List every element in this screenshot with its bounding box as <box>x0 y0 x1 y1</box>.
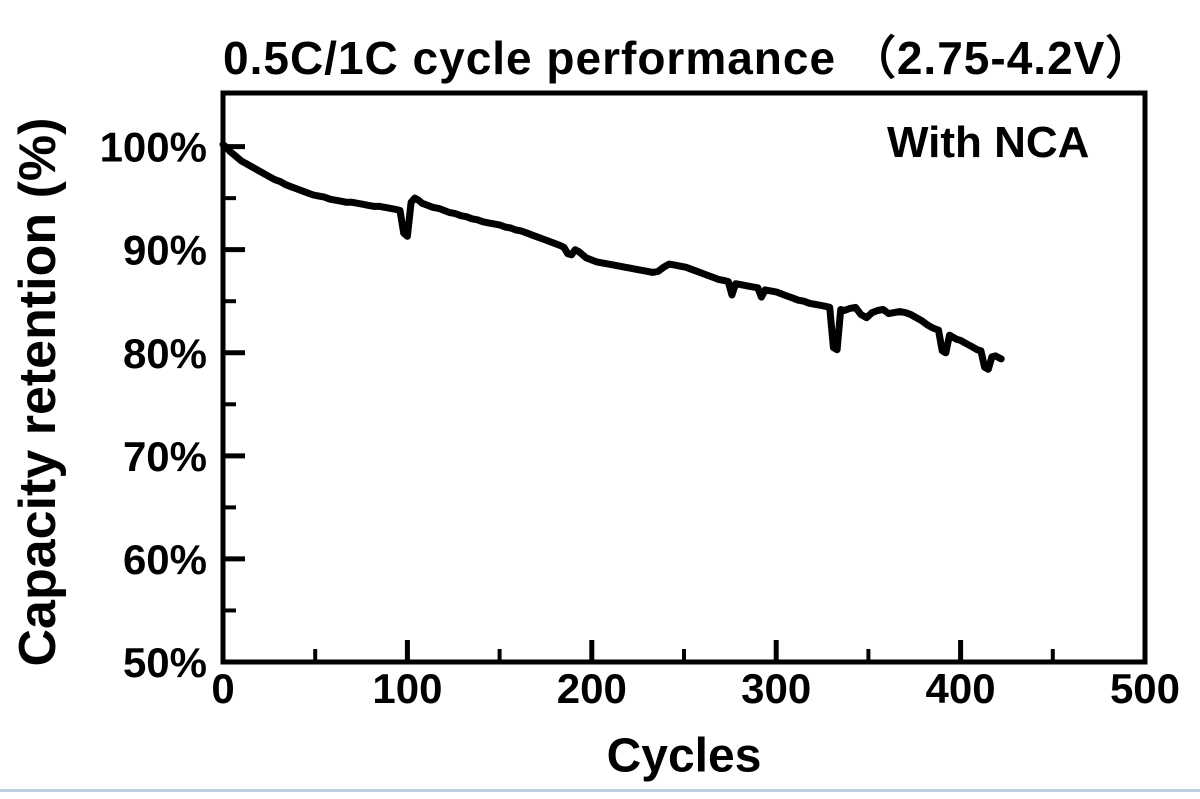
x-tick-label: 400 <box>926 665 996 712</box>
x-tick-label: 500 <box>1110 665 1180 712</box>
y-tick-label: 60% <box>123 536 207 583</box>
y-tick-label: 50% <box>123 639 207 686</box>
retention-curve <box>219 141 1005 373</box>
y-tick-label: 90% <box>123 227 207 274</box>
x-axis-title: Cycles <box>606 729 762 783</box>
y-tick-label: 100% <box>100 124 207 171</box>
chart-title: 0.5C/1C cycle performance （2.75-4.2V） <box>223 32 1153 84</box>
x-tick-label: 300 <box>741 665 811 712</box>
y-tick-label: 80% <box>123 330 207 377</box>
x-tick-label: 200 <box>557 665 627 712</box>
x-tick-label: 0 <box>211 665 234 712</box>
x-tick-label: 100 <box>372 665 442 712</box>
page-bottom-rule <box>0 789 1200 792</box>
y-tick-label: 70% <box>123 433 207 480</box>
plot-frame <box>220 90 1148 665</box>
series-annotation: With NCA <box>887 118 1090 167</box>
